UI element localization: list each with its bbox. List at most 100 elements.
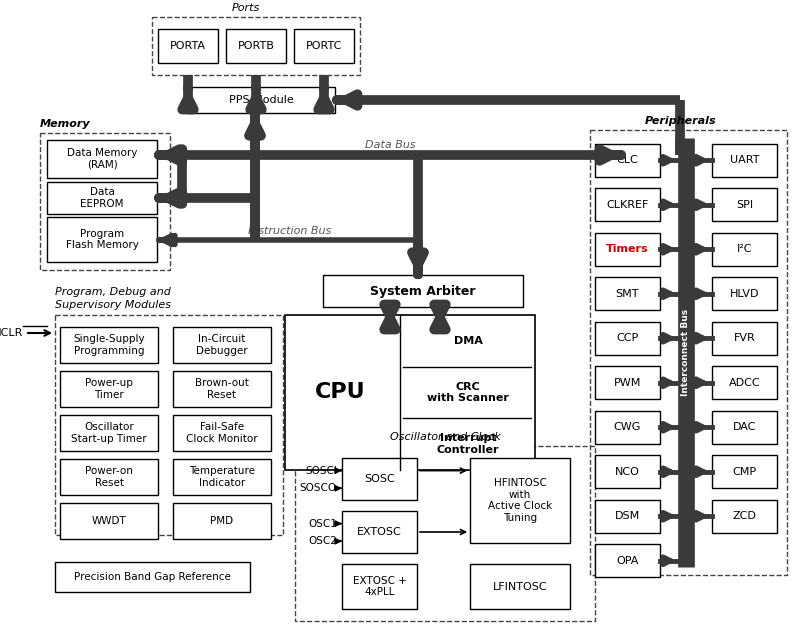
Bar xyxy=(47,140,157,178)
Text: CCP: CCP xyxy=(616,333,638,343)
Text: CLKREF: CLKREF xyxy=(607,200,649,210)
Text: OSC2: OSC2 xyxy=(308,536,337,546)
Text: I²C: I²C xyxy=(737,244,752,254)
Text: In-Circuit
Debugger: In-Circuit Debugger xyxy=(196,334,248,356)
Text: NCO: NCO xyxy=(615,467,640,477)
Text: Data Memory
(RAM): Data Memory (RAM) xyxy=(67,148,137,170)
Bar xyxy=(60,327,158,363)
Text: Program
Flash Memory: Program Flash Memory xyxy=(65,229,139,250)
Text: FVR: FVR xyxy=(734,333,755,343)
Text: Supervisory Modules: Supervisory Modules xyxy=(55,300,171,310)
Bar xyxy=(226,29,286,63)
Text: EXTOSC +
4xPLL: EXTOSC + 4xPLL xyxy=(353,575,407,598)
Text: OSC1: OSC1 xyxy=(308,518,337,529)
Bar xyxy=(712,277,777,310)
Bar xyxy=(595,455,660,488)
Text: Data Bus: Data Bus xyxy=(365,140,416,150)
Text: Program, Debug and: Program, Debug and xyxy=(55,287,171,297)
Text: CRC
with Scanner: CRC with Scanner xyxy=(427,382,509,403)
Bar xyxy=(342,458,417,500)
Text: Ports: Ports xyxy=(232,3,260,13)
Text: CPU: CPU xyxy=(314,382,365,403)
Bar xyxy=(595,322,660,354)
Bar xyxy=(590,130,787,575)
Bar xyxy=(712,233,777,266)
Bar xyxy=(60,503,158,539)
Bar xyxy=(40,133,170,270)
Bar xyxy=(55,562,250,592)
Text: Memory: Memory xyxy=(40,119,91,129)
Text: Precision Band Gap Reference: Precision Band Gap Reference xyxy=(74,572,231,582)
Bar xyxy=(323,275,523,307)
Text: CWG: CWG xyxy=(614,422,642,432)
Bar xyxy=(712,188,777,222)
Text: ADCC: ADCC xyxy=(728,378,760,388)
Text: Power-on
Reset: Power-on Reset xyxy=(85,466,133,488)
Text: DMA: DMA xyxy=(454,336,482,346)
Text: PORTB: PORTB xyxy=(237,41,275,51)
Text: MCLR: MCLR xyxy=(0,328,23,338)
Text: PWM: PWM xyxy=(614,378,642,388)
Text: HFINTOSC
with
Active Clock
Tuning: HFINTOSC with Active Clock Tuning xyxy=(488,478,552,523)
Text: DAC: DAC xyxy=(733,422,756,432)
Text: Single-Supply
Programming: Single-Supply Programming xyxy=(73,334,145,356)
Text: Interrupt
Controller: Interrupt Controller xyxy=(437,434,499,455)
Bar xyxy=(712,411,777,444)
Text: Instruction Bus: Instruction Bus xyxy=(248,226,332,236)
Bar xyxy=(712,455,777,488)
Bar xyxy=(60,415,158,451)
Bar xyxy=(158,29,218,63)
Text: PMD: PMD xyxy=(210,516,233,526)
Text: SOSCI: SOSCI xyxy=(305,466,337,475)
Text: DSM: DSM xyxy=(615,511,640,521)
Text: SOSC: SOSC xyxy=(364,474,395,484)
Text: CLC: CLC xyxy=(617,155,638,165)
Bar xyxy=(595,188,660,222)
Bar xyxy=(712,322,777,354)
Bar xyxy=(60,371,158,407)
Bar xyxy=(712,144,777,177)
Bar xyxy=(60,459,158,495)
Bar xyxy=(595,233,660,266)
Bar xyxy=(712,367,777,399)
Bar xyxy=(55,315,283,535)
Bar xyxy=(595,367,660,399)
Text: PORTC: PORTC xyxy=(306,41,342,51)
Text: SPI: SPI xyxy=(736,200,753,210)
Text: WWDT: WWDT xyxy=(92,516,127,526)
Bar xyxy=(285,315,535,470)
Text: Temperature
Indicator: Temperature Indicator xyxy=(189,466,255,488)
Text: OPA: OPA xyxy=(616,556,638,566)
Bar xyxy=(173,371,271,407)
Bar xyxy=(295,446,595,621)
Bar xyxy=(342,511,417,553)
Text: ZCD: ZCD xyxy=(732,511,756,521)
Bar xyxy=(470,564,570,609)
Bar xyxy=(173,327,271,363)
Bar xyxy=(595,411,660,444)
Bar xyxy=(47,217,157,262)
Text: Data
EEPROM: Data EEPROM xyxy=(80,187,123,209)
Bar xyxy=(595,277,660,310)
Bar xyxy=(152,17,360,75)
Text: HLVD: HLVD xyxy=(730,289,759,299)
Bar xyxy=(173,503,271,539)
Text: EXTOSC: EXTOSC xyxy=(357,527,402,537)
Text: Power-up
Timer: Power-up Timer xyxy=(85,378,133,400)
Bar xyxy=(173,415,271,451)
Text: PPS Module: PPS Module xyxy=(228,95,294,105)
Text: Interconnect Bus: Interconnect Bus xyxy=(681,309,690,396)
Bar xyxy=(342,564,417,609)
Bar xyxy=(595,144,660,177)
Text: Oscillator
Start-up Timer: Oscillator Start-up Timer xyxy=(71,422,146,444)
Bar xyxy=(47,182,157,214)
Text: Timers: Timers xyxy=(607,244,649,254)
Text: Fail-Safe
Clock Monitor: Fail-Safe Clock Monitor xyxy=(186,422,258,444)
Bar xyxy=(595,499,660,533)
Text: CMP: CMP xyxy=(732,467,756,477)
Text: System Arbiter: System Arbiter xyxy=(370,284,476,298)
Bar xyxy=(470,458,570,543)
Text: Peripherals: Peripherals xyxy=(645,116,716,126)
Bar xyxy=(294,29,354,63)
Text: Brown-out
Reset: Brown-out Reset xyxy=(195,378,249,400)
